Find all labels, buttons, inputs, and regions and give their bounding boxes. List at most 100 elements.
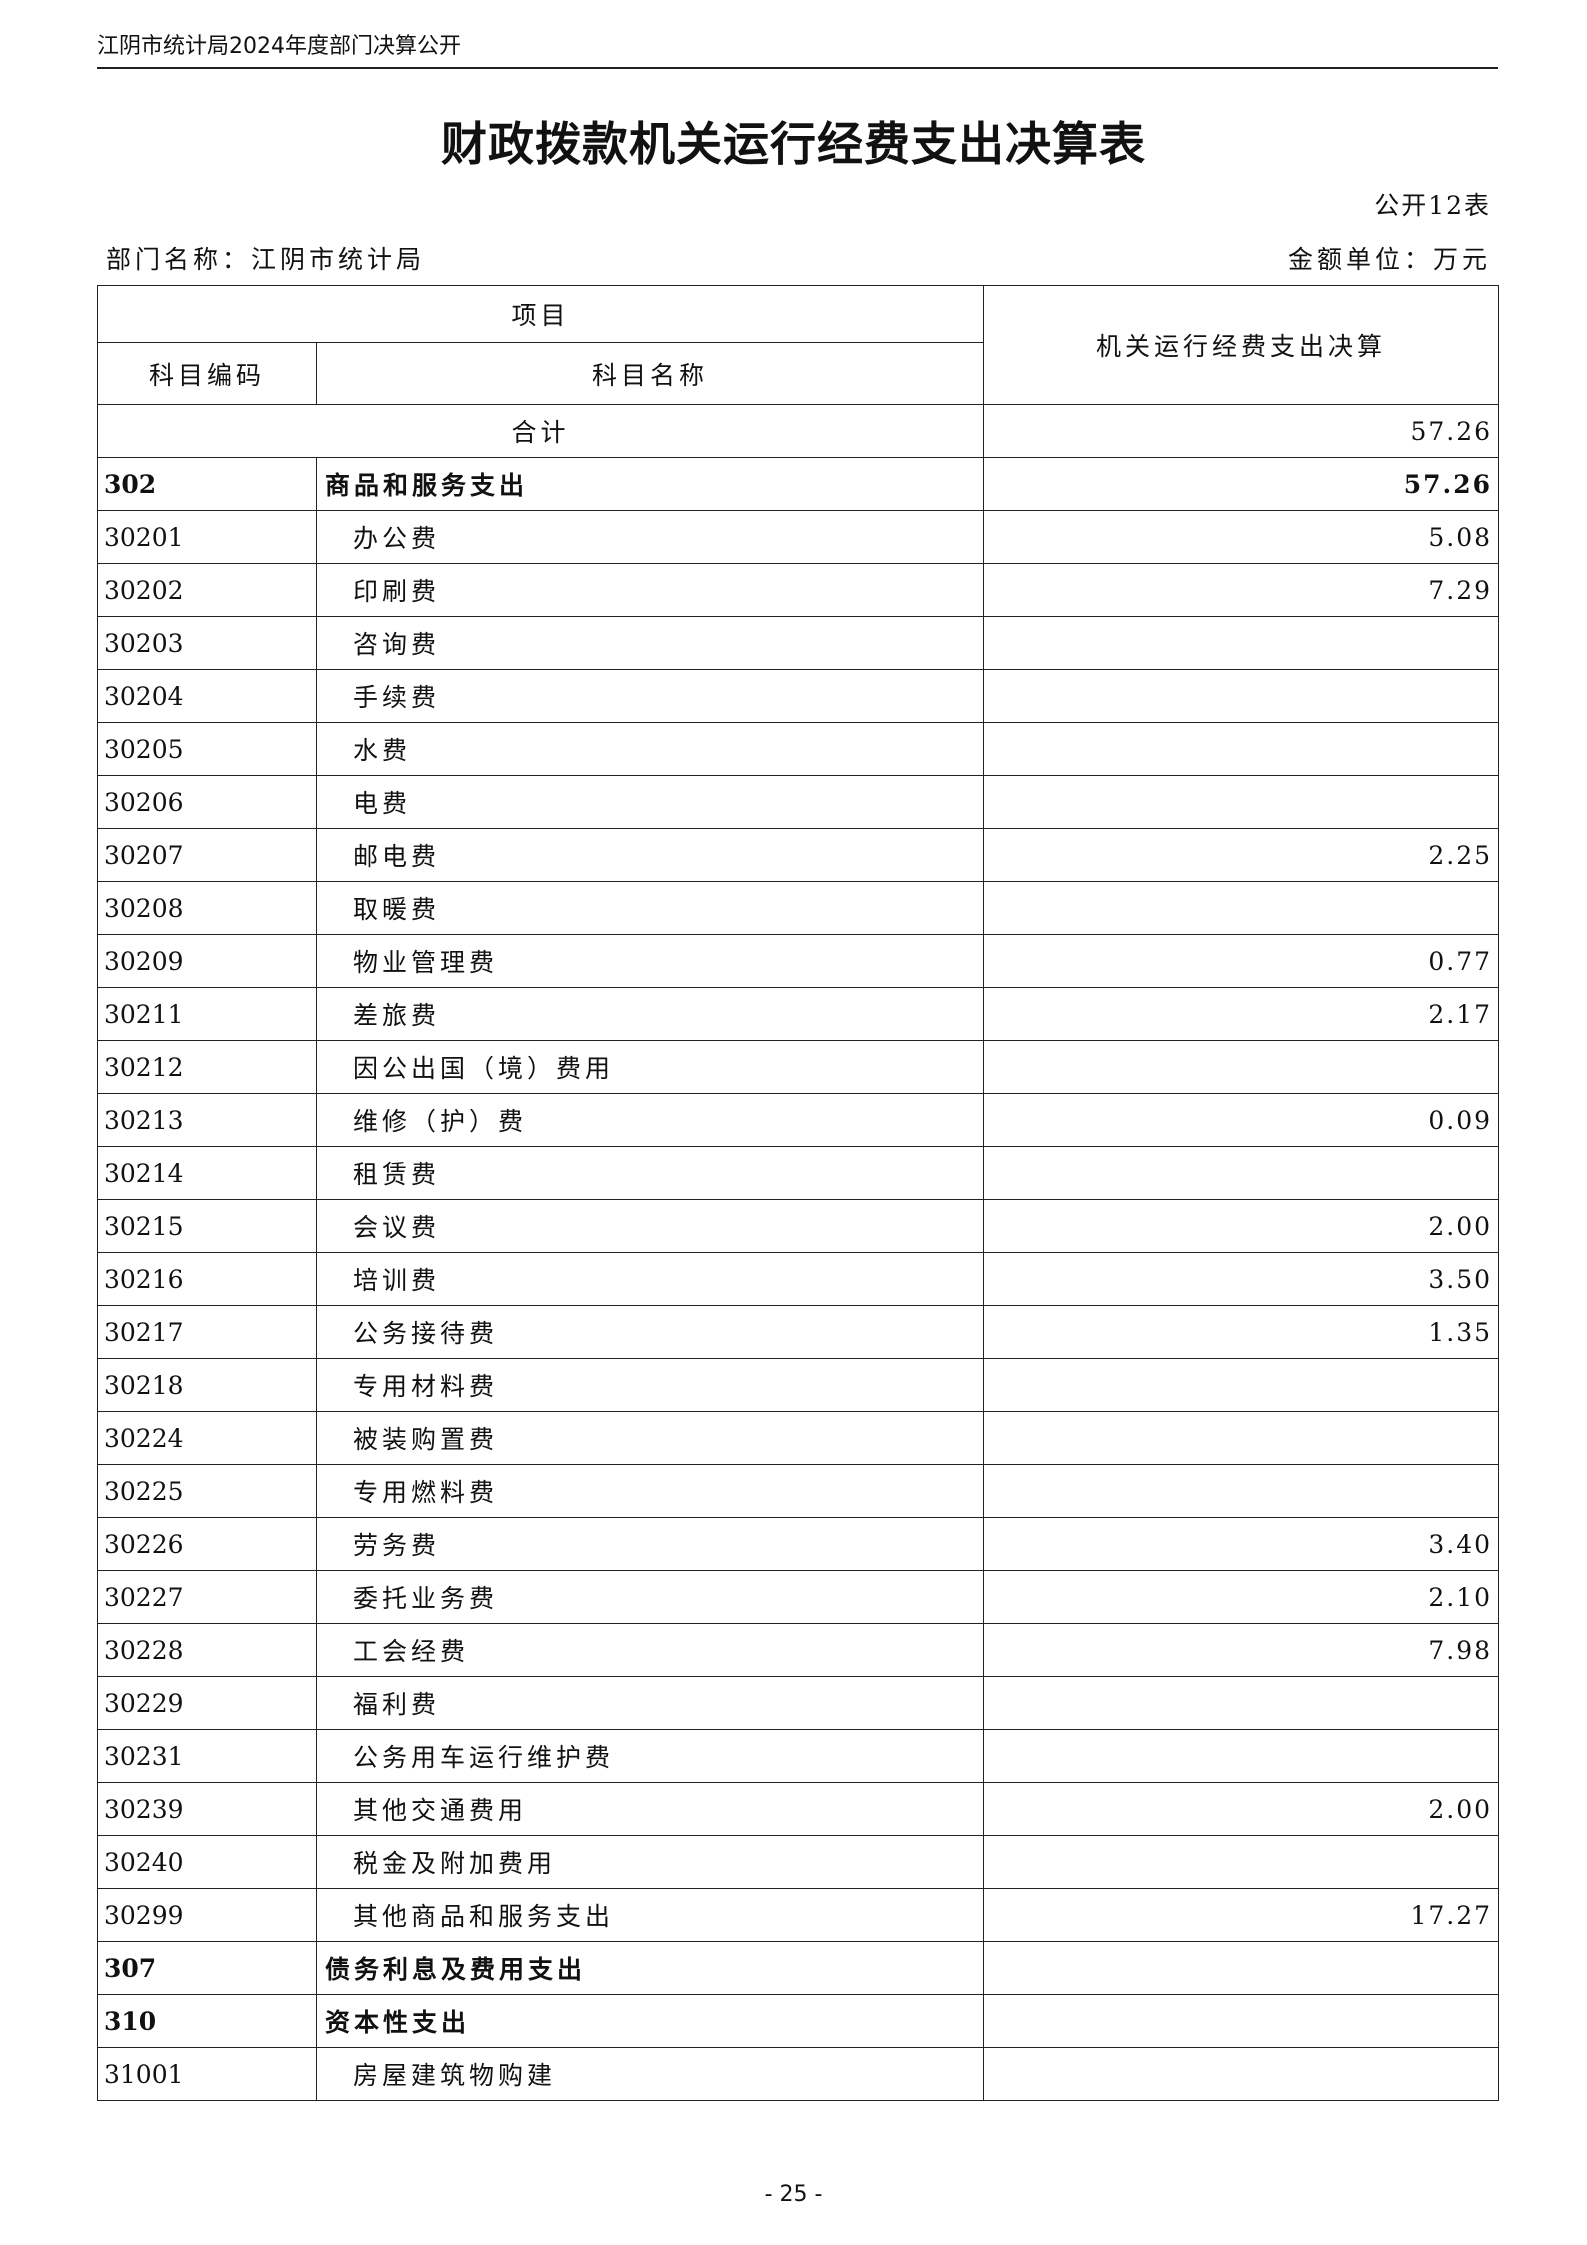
table-row: 31001 房屋建筑物购建 — [97, 2047, 1500, 2101]
total-row: 合计 57.26 — [96, 404, 1500, 458]
row-value — [983, 1941, 1500, 1995]
table-row: 30201 办公费 5.08 — [97, 510, 1500, 564]
col-header-amount: 机关运行经费支出决算 — [983, 285, 1500, 405]
table-number: 公开12表 — [1374, 191, 1491, 220]
table-row: 30215 会议费 2.00 — [97, 1199, 1500, 1253]
row-value: 2.00 — [983, 1782, 1500, 1836]
table-row: 30239 其他交通费用 2.00 — [97, 1782, 1500, 1836]
row-value: 1.35 — [983, 1305, 1500, 1359]
row-value: 3.50 — [983, 1252, 1500, 1306]
row-name: 租赁费 — [315, 1146, 985, 1200]
row-code: 30224 — [97, 1411, 317, 1465]
row-name: 办公费 — [315, 510, 985, 564]
col-header-code: 科目编码 — [97, 342, 317, 405]
row-value: 2.00 — [983, 1199, 1500, 1253]
row-code: 30208 — [97, 881, 317, 935]
table-row: 30216 培训费 3.50 — [97, 1252, 1500, 1306]
row-code: 30228 — [97, 1623, 317, 1677]
row-value — [983, 722, 1500, 776]
table-row: 30211 差旅费 2.17 — [97, 987, 1500, 1041]
row-code: 30206 — [97, 775, 317, 829]
header-row: 项目 机关运行经费支出决算 — [96, 285, 1500, 405]
row-value — [983, 1146, 1500, 1200]
row-value — [983, 1835, 1500, 1889]
row-value — [983, 2047, 1500, 2101]
table-row: 30206 电费 — [97, 775, 1500, 829]
row-code: 30227 — [97, 1570, 317, 1624]
running-header: 江阴市统计局2024年度部门决算公开 — [97, 34, 461, 59]
table-row: 30225 专用燃料费 — [97, 1464, 1500, 1518]
col-header-name: 科目名称 — [315, 342, 985, 405]
table-row: 30228 工会经费 7.98 — [97, 1623, 1500, 1677]
row-name: 印刷费 — [315, 563, 985, 617]
row-code: 30218 — [97, 1358, 317, 1412]
row-value: 17.27 — [983, 1888, 1500, 1942]
table-row: 30217 公务接待费 1.35 — [97, 1305, 1500, 1359]
row-name: 专用材料费 — [315, 1358, 985, 1412]
table-row: 30224 被装购置费 — [97, 1411, 1500, 1465]
row-name: 税金及附加费用 — [315, 1835, 985, 1889]
row-code: 30216 — [97, 1252, 317, 1306]
row-value — [983, 616, 1500, 670]
row-code: 30215 — [97, 1199, 317, 1253]
total-label: 合计 — [96, 404, 985, 458]
row-code: 30239 — [97, 1782, 317, 1836]
row-name: 水费 — [315, 722, 985, 776]
department-name: 部门名称：江阴市统计局 — [106, 245, 426, 274]
row-name: 商品和服务支出 — [315, 457, 985, 511]
row-value — [983, 1994, 1500, 2048]
table-row: 30226 劳务费 3.40 — [97, 1517, 1500, 1571]
row-value: 7.29 — [983, 563, 1500, 617]
row-name: 会议费 — [315, 1199, 985, 1253]
row-name: 维修（护）费 — [315, 1093, 985, 1147]
row-name: 因公出国（境）费用 — [315, 1040, 985, 1094]
table-row: 30229 福利费 — [97, 1676, 1500, 1730]
table-row: 30231 公务用车运行维护费 — [97, 1729, 1500, 1783]
row-value — [983, 775, 1500, 829]
row-code: 30202 — [97, 563, 317, 617]
row-name: 物业管理费 — [315, 934, 985, 988]
row-name: 公务用车运行维护费 — [315, 1729, 985, 1783]
expenditure-table: 项目 机关运行经费支出决算 科目编码 科目名称 合计 57.26 302 商品和服… — [96, 285, 1500, 2101]
row-name: 房屋建筑物购建 — [315, 2047, 985, 2101]
table-row: 310 资本性支出 — [97, 1994, 1500, 2048]
row-value: 3.40 — [983, 1517, 1500, 1571]
row-name: 其他交通费用 — [315, 1782, 985, 1836]
row-value — [983, 1358, 1500, 1412]
row-name: 差旅费 — [315, 987, 985, 1041]
row-code: 30211 — [97, 987, 317, 1041]
table-row: 30208 取暖费 — [97, 881, 1500, 935]
row-value: 2.17 — [983, 987, 1500, 1041]
row-code: 30213 — [97, 1093, 317, 1147]
page-number: - 25 - — [764, 2182, 823, 2207]
row-name: 福利费 — [315, 1676, 985, 1730]
table-row: 30207 邮电费 2.25 — [97, 828, 1500, 882]
table-row: 30218 专用材料费 — [97, 1358, 1500, 1412]
table-row: 30203 咨询费 — [97, 616, 1500, 670]
table-row: 30202 印刷费 7.29 — [97, 563, 1500, 617]
amount-unit: 金额单位：万元 — [1287, 245, 1491, 274]
row-name: 咨询费 — [315, 616, 985, 670]
row-name: 专用燃料费 — [315, 1464, 985, 1518]
row-name: 邮电费 — [315, 828, 985, 882]
row-value: 0.77 — [983, 934, 1500, 988]
row-name: 其他商品和服务支出 — [315, 1888, 985, 1942]
row-code: 30229 — [97, 1676, 317, 1730]
table-row: 30227 委托业务费 2.10 — [97, 1570, 1500, 1624]
row-name: 委托业务费 — [315, 1570, 985, 1624]
header-row: 科目编码 科目名称 — [97, 342, 1499, 405]
row-code: 30209 — [97, 934, 317, 988]
page-title: 财政拨款机关运行经费支出决算表 — [441, 117, 1146, 171]
row-name: 债务利息及费用支出 — [315, 1941, 985, 1995]
row-code: 30207 — [97, 828, 317, 882]
row-value: 7.98 — [983, 1623, 1500, 1677]
row-code: 307 — [97, 1941, 317, 1995]
row-name: 被装购置费 — [315, 1411, 985, 1465]
row-code: 30226 — [97, 1517, 317, 1571]
row-code: 31001 — [97, 2047, 317, 2101]
row-code: 30214 — [97, 1146, 317, 1200]
table-row: 30212 因公出国（境）费用 — [97, 1040, 1500, 1094]
header-rule — [97, 67, 1498, 69]
table-row: 30209 物业管理费 0.77 — [97, 934, 1500, 988]
row-value: 2.10 — [983, 1570, 1500, 1624]
